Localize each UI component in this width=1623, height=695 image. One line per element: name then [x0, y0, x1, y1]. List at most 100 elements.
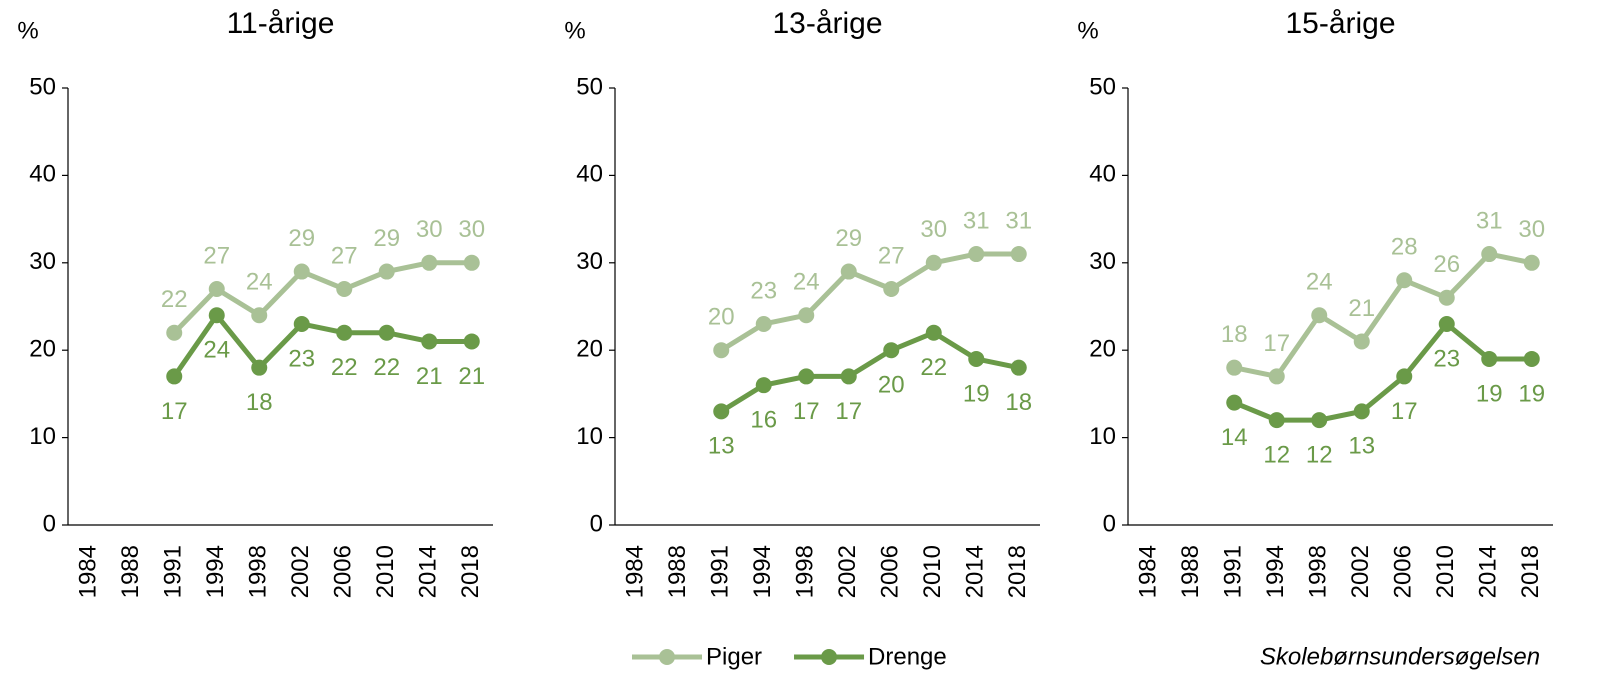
x-tick-label: 1988: [1177, 545, 1204, 598]
x-tick-label: 1984: [75, 545, 102, 598]
point: [293, 315, 310, 332]
value-label: 20: [708, 304, 735, 331]
point: [421, 333, 438, 350]
legend-label: Drenge: [868, 643, 947, 670]
value-label: 29: [835, 225, 862, 252]
value-label: 22: [920, 354, 947, 381]
value-label: 19: [1518, 380, 1545, 407]
point: [336, 281, 353, 298]
y-tick-label: 20: [1089, 336, 1116, 363]
value-label: 30: [458, 216, 485, 243]
x-tick-label: 1988: [117, 545, 144, 598]
point: [1226, 359, 1243, 376]
value-label: 13: [1348, 433, 1375, 460]
point: [798, 368, 815, 385]
y-tick-label: 10: [29, 423, 56, 450]
value-label: 24: [793, 269, 820, 296]
point: [1010, 359, 1027, 376]
y-axis-label: %: [1077, 17, 1098, 44]
x-tick-label: 2002: [1347, 545, 1374, 598]
value-label: 18: [1221, 321, 1248, 348]
y-tick-label: 30: [29, 248, 56, 275]
x-tick-label: 1991: [707, 545, 734, 598]
x-tick-label: 1994: [749, 545, 776, 598]
y-axis-label: %: [564, 17, 585, 44]
x-tick-label: 2010: [1432, 545, 1459, 598]
value-label: 17: [161, 398, 188, 425]
y-tick-label: 0: [590, 510, 603, 537]
x-tick-label: 2018: [1004, 545, 1031, 598]
value-label: 27: [878, 242, 905, 269]
y-tick-label: 0: [1103, 510, 1116, 537]
value-label: 20: [878, 372, 905, 399]
legend-marker: [821, 649, 838, 665]
y-tick-label: 10: [576, 423, 603, 450]
point: [713, 403, 730, 420]
value-label: 31: [963, 207, 990, 234]
y-tick-label: 40: [576, 161, 603, 188]
value-label: 17: [1263, 330, 1290, 357]
value-label: 17: [835, 398, 862, 425]
y-axis-label: %: [17, 17, 38, 44]
value-label: 22: [373, 354, 400, 381]
point: [336, 324, 353, 341]
point: [251, 307, 268, 324]
x-tick-label: 1991: [160, 545, 187, 598]
value-label: 22: [161, 286, 188, 313]
point: [166, 324, 183, 341]
point: [798, 307, 815, 324]
value-label: 30: [1518, 216, 1545, 243]
x-tick-label: 2018: [1517, 545, 1544, 598]
y-tick-label: 50: [576, 73, 603, 100]
point: [378, 263, 395, 280]
value-label: 19: [1476, 380, 1503, 407]
x-tick-label: 2006: [877, 545, 904, 598]
y-tick-label: 40: [29, 161, 56, 188]
chart-title: 13-årige: [772, 7, 882, 40]
value-label: 23: [750, 277, 777, 304]
y-tick-label: 50: [1089, 73, 1116, 100]
value-label: 13: [708, 433, 735, 460]
point: [251, 359, 268, 376]
x-tick-label: 2014: [962, 545, 989, 598]
point: [1311, 412, 1328, 429]
value-label: 21: [1348, 295, 1375, 322]
point: [208, 281, 225, 298]
point: [925, 254, 942, 271]
point: [463, 254, 480, 271]
value-label: 17: [793, 398, 820, 425]
point: [378, 324, 395, 341]
x-tick-label: 2010: [372, 545, 399, 598]
value-label: 28: [1391, 234, 1418, 261]
value-label: 18: [246, 389, 273, 416]
value-label: 19: [963, 380, 990, 407]
point: [1396, 368, 1413, 385]
point: [713, 342, 730, 359]
point: [840, 263, 857, 280]
point: [1438, 315, 1455, 332]
x-tick-label: 1998: [792, 545, 819, 598]
point: [1010, 246, 1027, 263]
x-tick-label: 1991: [1220, 545, 1247, 598]
point: [968, 246, 985, 263]
x-tick-label: 1988: [664, 545, 691, 598]
value-label: 31: [1005, 207, 1032, 234]
value-label: 22: [331, 354, 358, 381]
point: [1268, 368, 1285, 385]
point: [1396, 272, 1413, 289]
value-label: 17: [1391, 398, 1418, 425]
value-label: 31: [1476, 207, 1503, 234]
value-label: 12: [1306, 441, 1333, 468]
value-label: 21: [458, 363, 485, 390]
y-tick-label: 30: [576, 248, 603, 275]
source: Skolebørnsundersøgelsen: [1260, 643, 1540, 670]
value-label: 18: [1005, 389, 1032, 416]
point: [755, 315, 772, 332]
point: [1226, 394, 1243, 411]
point: [208, 307, 225, 324]
y-tick-label: 50: [29, 73, 56, 100]
point: [883, 281, 900, 298]
x-tick-label: 1994: [202, 545, 229, 598]
y-tick-label: 20: [29, 336, 56, 363]
